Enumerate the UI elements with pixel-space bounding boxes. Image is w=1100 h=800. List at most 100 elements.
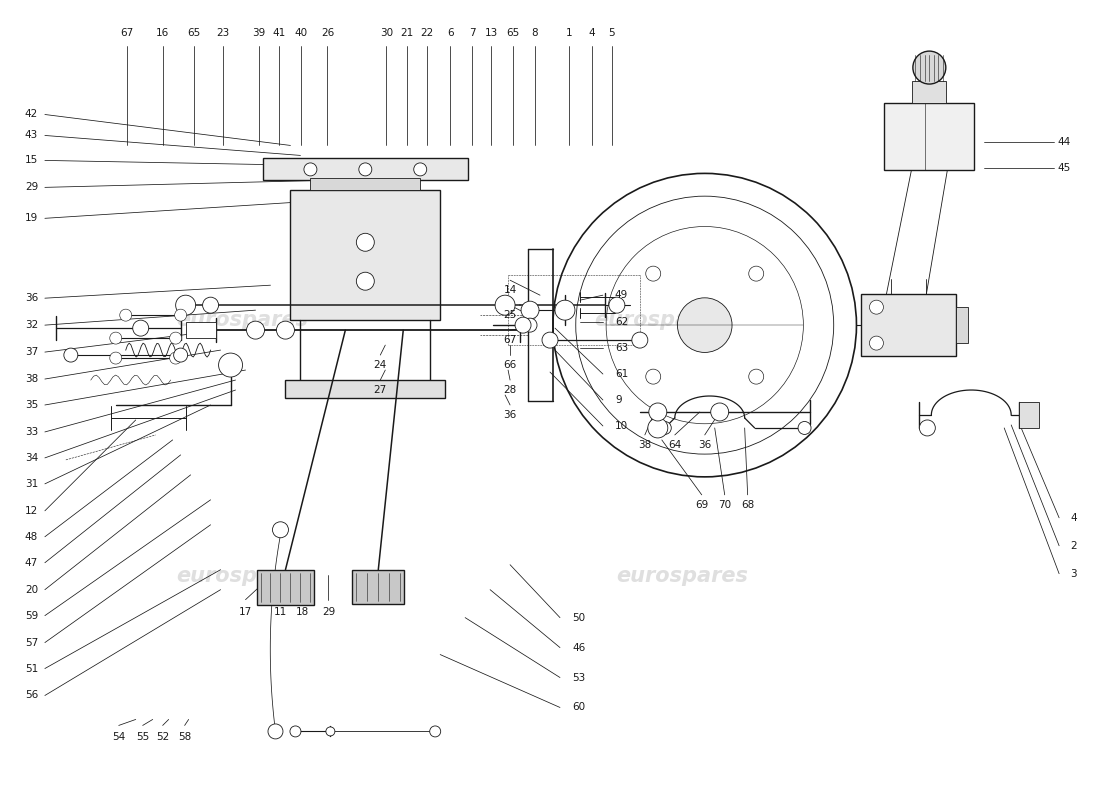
Circle shape (290, 726, 301, 737)
Text: 6: 6 (447, 28, 453, 38)
Text: 46: 46 (572, 642, 585, 653)
Text: 25: 25 (504, 310, 517, 320)
Text: 42: 42 (25, 110, 39, 119)
Text: 44: 44 (1058, 138, 1071, 147)
Text: 55: 55 (136, 733, 150, 742)
Circle shape (356, 272, 374, 290)
Text: 67: 67 (120, 28, 133, 38)
Circle shape (678, 298, 732, 353)
Text: 67: 67 (504, 335, 517, 345)
Circle shape (649, 403, 667, 421)
Text: 26: 26 (321, 28, 334, 38)
Text: 64: 64 (668, 440, 681, 450)
Text: 60: 60 (572, 702, 585, 713)
Circle shape (542, 332, 558, 348)
Text: 51: 51 (25, 663, 39, 674)
Text: 62: 62 (615, 317, 628, 327)
Circle shape (522, 318, 537, 332)
Bar (263, 158, 468, 180)
Circle shape (646, 266, 661, 281)
Text: 70: 70 (718, 500, 732, 510)
Text: 48: 48 (25, 532, 39, 542)
Text: 68: 68 (741, 500, 755, 510)
Text: 3: 3 (1070, 569, 1077, 578)
Circle shape (120, 309, 132, 321)
Circle shape (169, 352, 182, 364)
Text: 36: 36 (504, 410, 517, 420)
Circle shape (869, 336, 883, 350)
Text: 52: 52 (156, 733, 169, 742)
Text: 32: 32 (25, 320, 39, 330)
Text: 45: 45 (1058, 163, 1071, 174)
Bar (884, 102, 975, 170)
Text: 14: 14 (504, 285, 517, 295)
Text: 58: 58 (178, 733, 191, 742)
Circle shape (495, 295, 515, 315)
Text: 5: 5 (608, 28, 615, 38)
Circle shape (609, 297, 625, 313)
Text: 66: 66 (504, 360, 517, 370)
Circle shape (799, 422, 811, 434)
Bar (956, 307, 968, 343)
Text: 69: 69 (695, 500, 708, 510)
Circle shape (920, 420, 935, 436)
Bar (861, 294, 956, 356)
Bar (186, 322, 216, 338)
Text: 18: 18 (296, 606, 309, 617)
Circle shape (169, 332, 182, 344)
Text: 4: 4 (1070, 513, 1077, 522)
Circle shape (515, 317, 531, 333)
Text: 47: 47 (25, 558, 39, 568)
Bar (290, 190, 440, 320)
Text: 13: 13 (484, 28, 497, 38)
Circle shape (711, 403, 728, 421)
Text: 65: 65 (506, 28, 519, 38)
Text: 57: 57 (25, 638, 39, 647)
Text: 34: 34 (25, 453, 39, 463)
Text: eurospares: eurospares (616, 566, 748, 586)
Text: 40: 40 (295, 28, 308, 38)
Text: 11: 11 (274, 606, 287, 617)
Circle shape (631, 332, 648, 348)
Circle shape (202, 297, 219, 313)
Text: 63: 63 (615, 343, 628, 353)
Text: 19: 19 (25, 214, 39, 223)
Bar (310, 178, 420, 190)
Circle shape (326, 727, 334, 736)
Circle shape (175, 309, 187, 321)
Circle shape (648, 418, 668, 438)
Bar (352, 570, 405, 604)
Circle shape (749, 266, 763, 281)
Text: 33: 33 (25, 427, 39, 437)
Text: 36: 36 (698, 440, 712, 450)
Circle shape (273, 522, 288, 538)
Circle shape (133, 320, 148, 336)
Text: 4: 4 (588, 28, 595, 38)
Text: 15: 15 (25, 155, 39, 166)
Text: eurospares: eurospares (177, 310, 308, 330)
Circle shape (268, 724, 283, 739)
Text: 27: 27 (374, 385, 387, 395)
Text: 41: 41 (273, 28, 286, 38)
Text: 36: 36 (25, 293, 39, 303)
Circle shape (110, 332, 122, 344)
Text: eurospares: eurospares (594, 310, 726, 330)
Text: 54: 54 (112, 733, 125, 742)
Text: 35: 35 (25, 400, 39, 410)
Circle shape (646, 369, 661, 384)
Text: 61: 61 (615, 369, 628, 379)
Text: 38: 38 (25, 374, 39, 384)
Text: 43: 43 (25, 130, 39, 141)
Circle shape (174, 348, 188, 362)
Circle shape (749, 369, 763, 384)
Bar (256, 570, 315, 605)
Text: 29: 29 (25, 182, 39, 192)
Text: 2: 2 (1070, 541, 1077, 550)
Text: 12: 12 (25, 506, 39, 516)
Circle shape (556, 300, 575, 320)
Text: 23: 23 (216, 28, 229, 38)
Circle shape (110, 352, 122, 364)
Text: 39: 39 (252, 28, 265, 38)
Text: eurospares: eurospares (177, 566, 308, 586)
Text: 31: 31 (25, 479, 39, 489)
